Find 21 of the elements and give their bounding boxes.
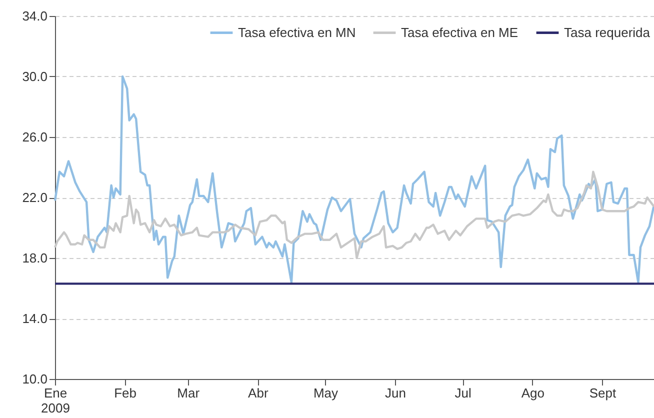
x-tick-label: Jul bbox=[454, 386, 472, 400]
x-tick-label: Feb bbox=[114, 386, 137, 400]
x-tick-label: Abr bbox=[248, 386, 269, 400]
legend-label: Tasa efectiva en MN bbox=[238, 24, 356, 40]
y-tick-label: 10.0 bbox=[22, 372, 48, 386]
legend-label: Tasa requerida bbox=[564, 24, 651, 40]
x-tick-label: Ene 2009 bbox=[41, 386, 70, 416]
x-tick-label: Ago bbox=[521, 386, 544, 400]
y-tick-label: 30.0 bbox=[22, 69, 48, 84]
y-tick-label: 34.0 bbox=[22, 8, 48, 24]
y-tick-label: 14.0 bbox=[22, 311, 48, 326]
x-tick-label: Jun bbox=[385, 386, 406, 400]
legend-label: Tasa efectiva en ME bbox=[401, 24, 518, 40]
line-series bbox=[54, 75, 654, 284]
y-tick-label: 22.0 bbox=[22, 190, 48, 205]
y-tick-label: 18.0 bbox=[22, 250, 48, 266]
x-tick-label: Mar bbox=[177, 386, 200, 400]
line-series bbox=[54, 170, 654, 260]
x-tick-label: May bbox=[313, 386, 339, 400]
y-tick-label: 26.0 bbox=[22, 130, 48, 144]
x-tick-label: Sept bbox=[589, 386, 616, 400]
